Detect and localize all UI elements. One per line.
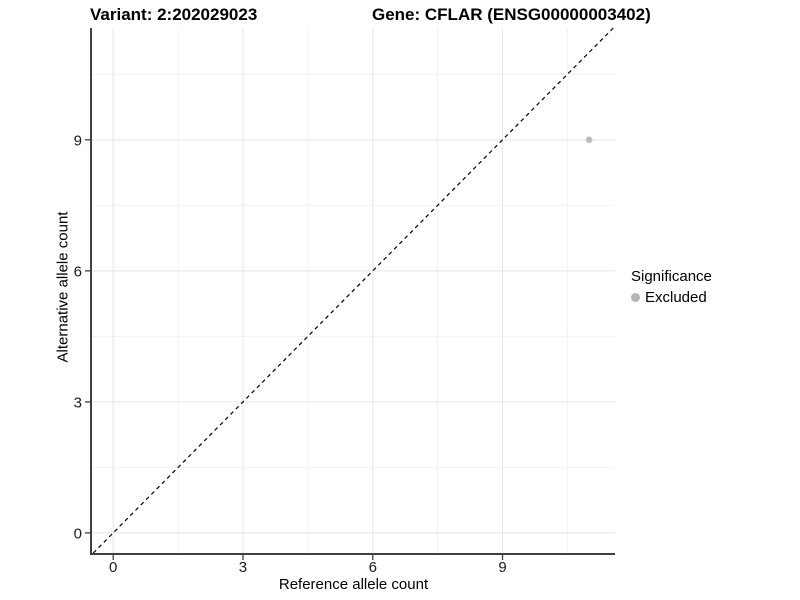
legend: Significance Excluded xyxy=(631,267,712,306)
y-tick-label: 0 xyxy=(74,525,82,542)
legend-title: Significance xyxy=(631,268,712,285)
x-tick-label: 9 xyxy=(498,559,506,576)
identity-dashed-line xyxy=(92,27,614,554)
legend-point-icon xyxy=(631,293,640,302)
y-tick-label: 6 xyxy=(74,263,82,280)
x-tick-label: 3 xyxy=(239,559,247,576)
x-tick-label: 6 xyxy=(369,559,377,576)
legend-item-excluded: Excluded xyxy=(631,289,712,306)
y-tick-label: 9 xyxy=(74,132,82,149)
y-axis-title: Alternative allele count xyxy=(54,211,72,363)
plot-title-variant: Variant: 2:202029023 xyxy=(90,5,258,24)
y-tick-label: 3 xyxy=(74,394,82,411)
x-tick-label: 0 xyxy=(109,559,117,576)
data-point xyxy=(585,136,593,144)
x-axis-title: Reference allele count xyxy=(278,576,429,593)
legend-item-label: Excluded xyxy=(645,289,707,306)
plot-title-gene: Gene: CFLAR (ENSG00000003402) xyxy=(372,5,651,24)
